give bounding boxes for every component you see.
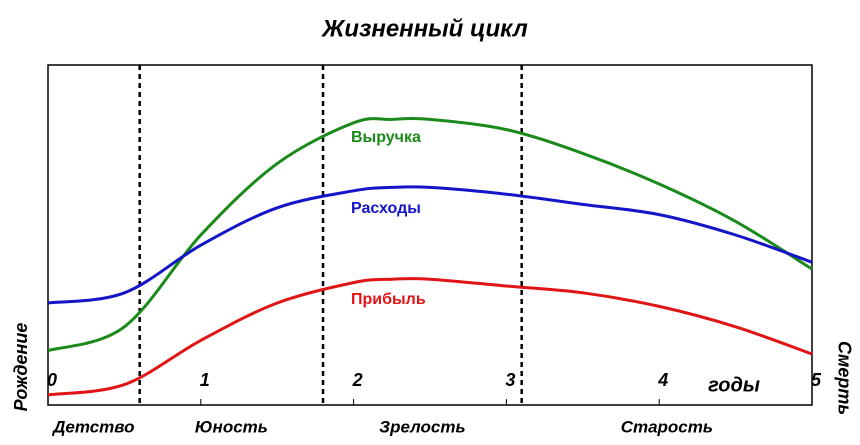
stage-label: Старость [621, 417, 713, 436]
stage-label: Зрелость [379, 417, 465, 436]
series-line [47, 117, 813, 353]
stage-label: Детство [51, 417, 134, 436]
series-label: Расходы [351, 200, 421, 217]
stage-label: Юность [195, 417, 268, 436]
x-tick-label: 0 [47, 370, 57, 390]
x-tick-label: 3 [505, 370, 515, 390]
x-tick-label: 1 [200, 370, 210, 390]
x-axis-label: годы [708, 374, 760, 396]
x-tick-label: 2 [352, 370, 363, 390]
left-label: Рождение [11, 323, 31, 412]
series-line [47, 277, 813, 397]
right-label: Смерть [834, 341, 854, 415]
series-label: Прибыль [351, 291, 426, 308]
series-line [47, 185, 813, 305]
x-tick-label: 4 [657, 370, 668, 390]
x-tick-label: 5 [811, 370, 822, 390]
chart-title: Жизненный цикл [320, 15, 528, 42]
series-label: Выручка [351, 129, 421, 146]
plot-frame [47, 64, 813, 406]
